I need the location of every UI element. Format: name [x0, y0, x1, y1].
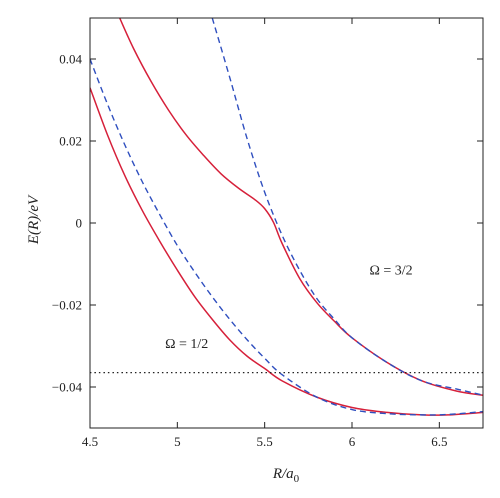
y-tick-label: 0.04 [59, 52, 82, 67]
series-dashed-line-2 [90, 58, 483, 416]
x-tick-label: 4.5 [82, 434, 98, 449]
x-axis-title-subscript: 0 [294, 473, 300, 485]
annotations-layer: Ω = 1/2 Ω = 3/2 [165, 263, 413, 352]
annotation-label-1: Ω = 1/2 [165, 337, 208, 352]
y-axis-title: E(R)/eV [26, 194, 42, 245]
axis-ticks: 4.5 5 5.5 6 6.5 −0.04 −0.02 0 0.02 0.04 [52, 18, 483, 449]
y-tick-label: −0.02 [52, 298, 82, 313]
x-tick-label: 5.5 [257, 434, 273, 449]
series-dashed-line-4 [211, 18, 483, 396]
y-tick-label: 0 [76, 216, 83, 231]
annotation-label-2: Ω = 3/2 [369, 263, 412, 278]
x-axis-title: R/a0 [272, 466, 300, 485]
y-tick-label: −0.04 [52, 380, 83, 395]
curves-layer [90, 18, 483, 416]
x-tick-label: 6.5 [431, 434, 447, 449]
y-tick-label: 0.02 [59, 134, 82, 149]
series-solid-line-1 [90, 87, 483, 416]
x-tick-label: 5 [174, 434, 181, 449]
x-tick-label: 6 [349, 434, 356, 449]
